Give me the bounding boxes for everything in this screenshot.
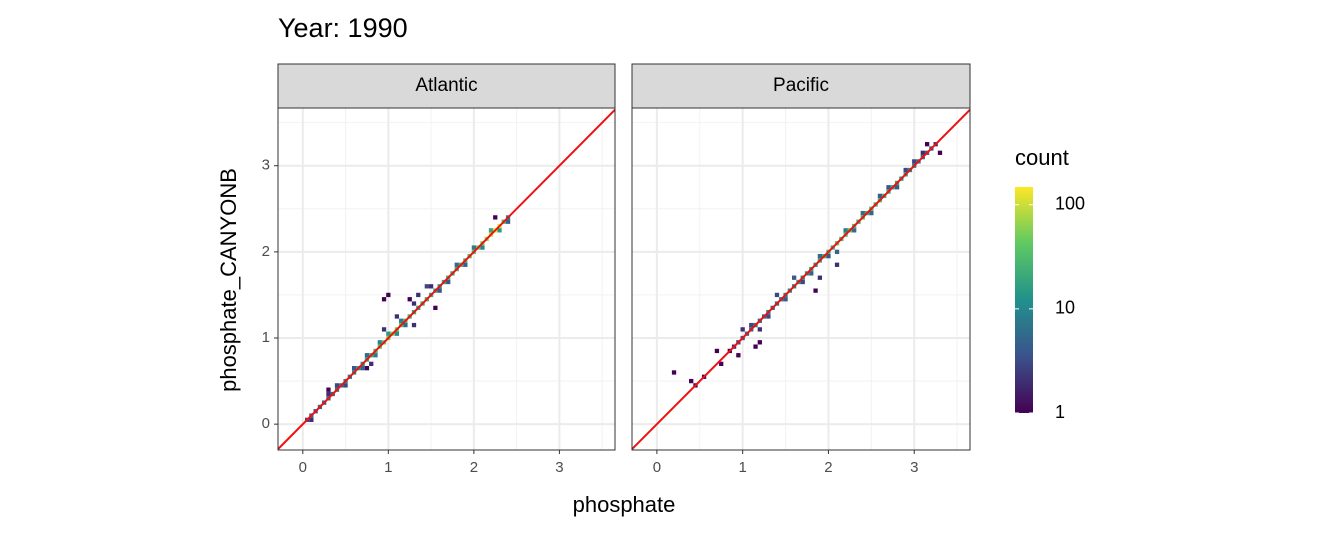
strip (277, 63, 616, 109)
bin (471, 245, 477, 250)
bin (757, 340, 762, 345)
panel-border (277, 107, 616, 451)
chart-title: Year: 1990 (278, 13, 408, 43)
bin (774, 292, 780, 298)
bin (852, 228, 857, 233)
bin (920, 150, 925, 155)
bin (386, 292, 391, 298)
bin (403, 322, 408, 328)
bin (446, 279, 451, 285)
bin (428, 284, 434, 289)
bin (749, 322, 754, 328)
bin (399, 318, 404, 323)
x-tick-label: 3 (910, 459, 918, 476)
bin (886, 185, 891, 190)
panel-border (631, 107, 971, 451)
bin (834, 249, 840, 255)
bin (424, 284, 429, 289)
y-axis-label: phosphate_CANYONB (216, 168, 241, 392)
bin (381, 327, 387, 332)
bin (791, 275, 797, 280)
bin (480, 245, 485, 250)
x-axis-label: phosphate (573, 492, 676, 517)
bin (817, 254, 823, 259)
bin (714, 348, 720, 354)
bin (834, 262, 840, 267)
bin (740, 327, 745, 332)
bin (407, 297, 412, 302)
x-tick-label: 2 (824, 459, 832, 476)
bin (817, 275, 823, 280)
bin (373, 353, 378, 358)
bin (809, 271, 814, 276)
strip-label: Pacific (773, 75, 829, 96)
x-tick-label: 1 (384, 459, 392, 476)
bin (937, 150, 943, 155)
bin (386, 331, 391, 336)
colorbar-label: 1 (1055, 402, 1065, 422)
bin (488, 228, 494, 233)
bin (757, 327, 762, 332)
bin (411, 301, 417, 306)
colorbar (1015, 187, 1033, 413)
bin (381, 297, 387, 302)
bin (689, 378, 694, 384)
bin (394, 314, 400, 319)
y-tick-label: 3 (262, 157, 270, 174)
reference-line (277, 109, 616, 450)
y-tick-label: 2 (262, 243, 270, 260)
colorbar-label: 10 (1055, 298, 1075, 318)
bin (753, 344, 758, 349)
y-tick-label: 1 (262, 329, 270, 346)
bin (912, 159, 917, 164)
bin (437, 288, 442, 293)
bin (351, 366, 357, 371)
bin (326, 387, 331, 392)
bin (894, 185, 900, 190)
x-tick-label: 2 (470, 459, 478, 476)
bin (860, 210, 865, 216)
bin (736, 353, 741, 358)
bin (416, 292, 421, 298)
x-tick-label: 0 (653, 459, 661, 476)
bin (377, 340, 382, 345)
bin (783, 297, 788, 302)
bin (369, 361, 374, 367)
strip-label: Atlantic (415, 75, 477, 96)
bin (493, 215, 498, 220)
x-tick-label: 1 (738, 459, 746, 476)
bin (766, 314, 771, 319)
bin (903, 167, 908, 173)
x-tick-label: 0 (299, 459, 307, 476)
x-tick-label: 3 (555, 459, 563, 476)
y-tick-label: 0 (262, 415, 270, 432)
bin (394, 331, 400, 336)
bin (826, 254, 831, 259)
bin (433, 305, 438, 311)
bin (497, 228, 502, 233)
bin (719, 361, 724, 367)
bin (877, 193, 883, 199)
bin (869, 210, 874, 216)
bin (454, 262, 459, 267)
bin (411, 322, 417, 328)
reference-line (631, 109, 971, 450)
bin (813, 288, 818, 293)
bin (326, 391, 331, 397)
bin (343, 383, 348, 388)
bin (505, 219, 511, 224)
bin (364, 353, 370, 358)
bin (364, 366, 370, 371)
bin (843, 228, 848, 233)
colorbar-label: 100 (1055, 193, 1085, 213)
bin (924, 142, 930, 147)
bin (463, 262, 468, 267)
bin (334, 383, 340, 388)
bin (309, 417, 314, 423)
bin (671, 370, 677, 375)
legend-title: count (1015, 145, 1069, 170)
bin (800, 279, 805, 285)
bin (360, 366, 365, 371)
